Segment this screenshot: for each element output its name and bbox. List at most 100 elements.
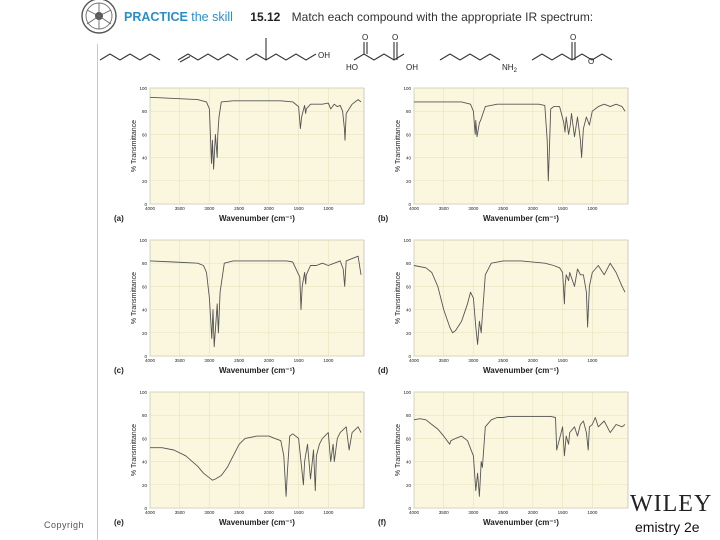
- plot-area: [413, 391, 629, 509]
- y-tick-label: 40: [406, 308, 412, 313]
- y-tick-label: 20: [142, 179, 148, 184]
- y-tick-label: 20: [406, 483, 412, 488]
- y-tick-label: 40: [406, 156, 412, 161]
- y-tick-label: 80: [142, 109, 148, 114]
- o-label-4: O: [588, 57, 594, 66]
- o-label-2: O: [392, 33, 398, 42]
- x-tick-label: 4000: [145, 358, 156, 363]
- x-tick-label: 1000: [587, 206, 598, 211]
- x-axis-label: Wavenumber (cm⁻¹): [483, 366, 559, 375]
- x-tick-label: 4000: [409, 206, 420, 211]
- y-axis-label: % Transmittance: [395, 272, 402, 324]
- x-tick-label: 1500: [294, 206, 305, 211]
- problem-number: 15.12: [250, 10, 281, 24]
- x-tick-label: 3500: [439, 206, 450, 211]
- y-axis-label: % Transmittance: [131, 424, 138, 476]
- spectrum-panel-d: 100 80 60 40 20 0 4000 3500 3000 2500 2000 1500 1000…: [374, 236, 642, 384]
- panel-letter: (e): [114, 518, 124, 527]
- y-tick-label: 80: [406, 261, 412, 266]
- oh2-label: OH: [406, 63, 418, 72]
- y-axis-label: % Transmittance: [395, 120, 402, 172]
- y-tick-label: 0: [144, 506, 147, 511]
- plot-area: [413, 87, 629, 205]
- x-tick-label: 3500: [175, 358, 186, 363]
- structure-diacid: [353, 53, 405, 61]
- publisher-logo: WILEY: [630, 491, 713, 517]
- x-tick-label: 1000: [323, 206, 334, 211]
- x-tick-label: 2000: [528, 206, 539, 211]
- x-tick-label: 1000: [323, 510, 334, 515]
- x-tick-label: 4000: [409, 358, 420, 363]
- spectrum-panel-f: 100 80 60 40 20 0 4000 3500 3000 2500 2000 1500 1000…: [374, 388, 642, 536]
- x-tick-label: 3500: [439, 510, 450, 515]
- panel-letter: (a): [114, 214, 124, 223]
- plot-area: [413, 239, 629, 357]
- x-tick-label: 2500: [234, 358, 245, 363]
- y-tick-label: 100: [403, 238, 411, 243]
- panel-letter: (b): [378, 214, 389, 223]
- panel-letter: (d): [378, 366, 389, 375]
- y-tick-label: 20: [142, 483, 148, 488]
- x-tick-label: 4000: [409, 510, 420, 515]
- x-tick-label: 4000: [145, 206, 156, 211]
- structure-alcohol: [245, 53, 317, 61]
- nh2-text: NH: [502, 63, 514, 72]
- x-tick-label: 1500: [558, 510, 569, 515]
- y-tick-label: 60: [142, 436, 148, 441]
- y-tick-label: 100: [139, 86, 147, 91]
- structure-amine: [439, 53, 501, 61]
- x-tick-label: 3500: [175, 510, 186, 515]
- x-tick-label: 2500: [498, 358, 509, 363]
- y-tick-label: 60: [406, 132, 412, 137]
- x-tick-label: 3000: [204, 358, 215, 363]
- ho-label: HO: [346, 63, 358, 72]
- x-axis-label: Wavenumber (cm⁻¹): [219, 366, 295, 375]
- x-tick-label: 2500: [498, 510, 509, 515]
- x-tick-label: 1000: [323, 358, 334, 363]
- spectrum-panel-e: 100 80 60 40 20 0 4000 3500 3000 2500 2000 1500 1000…: [110, 388, 378, 536]
- x-tick-label: 2000: [264, 358, 275, 363]
- oh-label: OH: [318, 51, 330, 60]
- x-tick-label: 1500: [294, 358, 305, 363]
- x-tick-label: 3000: [204, 206, 215, 211]
- y-tick-label: 100: [403, 86, 411, 91]
- y-tick-label: 20: [406, 179, 412, 184]
- y-tick-label: 40: [406, 460, 412, 465]
- panel-letter: (c): [114, 366, 124, 375]
- y-tick-label: 60: [142, 284, 148, 289]
- problem-text: Match each compound with the appropriate…: [291, 10, 594, 24]
- spectrum-line: [149, 255, 362, 348]
- y-tick-label: 0: [408, 202, 411, 207]
- gear-icon: [81, 0, 117, 34]
- nh2-label: NH2: [502, 63, 518, 74]
- y-tick-label: 20: [406, 331, 412, 336]
- y-tick-label: 60: [142, 132, 148, 137]
- x-tick-label: 2500: [498, 206, 509, 211]
- x-tick-label: 1500: [558, 206, 569, 211]
- y-tick-label: 0: [144, 354, 147, 359]
- y-tick-label: 40: [142, 308, 148, 313]
- compound-structures: OH HO OH O O NH2 O O: [99, 33, 613, 74]
- y-axis-label: % Transmittance: [131, 272, 138, 324]
- edition-text: emistry 2e: [635, 519, 700, 535]
- y-tick-label: 0: [144, 202, 147, 207]
- copyright-text: Copyrigh: [44, 520, 85, 530]
- x-tick-label: 2500: [234, 206, 245, 211]
- x-tick-label: 2000: [264, 206, 275, 211]
- structure-hexene: [177, 53, 239, 61]
- x-tick-label: 3000: [468, 358, 479, 363]
- y-tick-label: 80: [142, 413, 148, 418]
- o-label-1: O: [362, 33, 368, 42]
- x-tick-label: 1500: [558, 358, 569, 363]
- x-tick-label: 3000: [204, 510, 215, 515]
- x-tick-label: 3000: [468, 206, 479, 211]
- y-tick-label: 100: [403, 390, 411, 395]
- margin-rule: [97, 44, 98, 540]
- spectrum-line: [150, 426, 362, 497]
- spectrum-line: [413, 415, 626, 497]
- structure-hexane: [99, 53, 161, 61]
